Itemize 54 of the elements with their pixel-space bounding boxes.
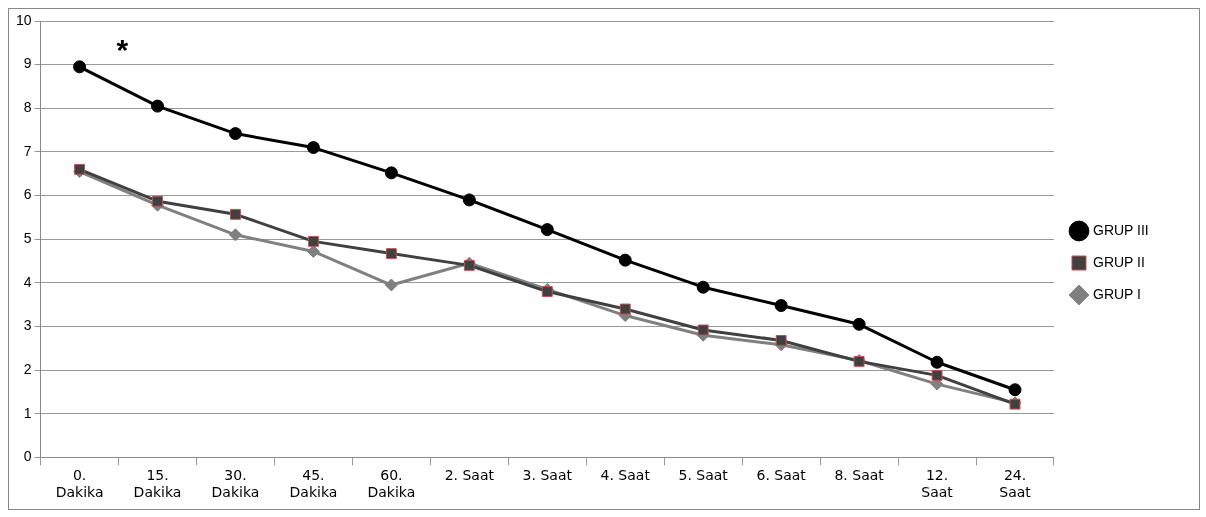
point xyxy=(384,278,398,292)
x-tick-label: 60. Dakika xyxy=(367,467,416,501)
x-tick-label: 8. Saat xyxy=(834,467,885,484)
y-tick-label: 6 xyxy=(23,186,32,203)
legend-label: GRUP I xyxy=(1092,285,1141,302)
point xyxy=(540,223,554,237)
y-tick-label: 5 xyxy=(23,230,32,247)
y-tick-label: 1 xyxy=(23,404,32,421)
point xyxy=(775,335,787,346)
x-tick-label: 15. Dakika xyxy=(133,467,182,501)
point xyxy=(73,60,87,74)
point xyxy=(152,195,163,207)
point xyxy=(930,355,944,369)
x-tick-label: 6. Saat xyxy=(756,467,807,484)
point xyxy=(306,141,320,155)
y-tick-label: 4 xyxy=(23,273,32,290)
legend-label: GRUP III xyxy=(1092,221,1149,238)
point xyxy=(541,286,553,298)
point xyxy=(306,244,320,258)
x-tick-label: 4. Saat xyxy=(600,467,651,484)
point xyxy=(618,253,632,267)
y-tick-label: 2 xyxy=(23,360,32,377)
point xyxy=(774,299,788,313)
point xyxy=(228,127,242,141)
point xyxy=(931,369,943,381)
x-tick-label: 5. Saat xyxy=(678,467,729,484)
point xyxy=(228,228,242,242)
x-tick-label: 12. Saat xyxy=(921,467,954,501)
point xyxy=(852,317,866,331)
x-tick-label: 30. Dakika xyxy=(211,467,260,501)
legend-label: GRUP II xyxy=(1092,253,1145,270)
y-tick-label: 10 xyxy=(15,11,32,28)
point xyxy=(74,163,85,175)
y-tick-label: 8 xyxy=(23,99,32,116)
y-tick-label: 7 xyxy=(23,142,32,159)
point xyxy=(1008,383,1022,397)
point xyxy=(385,248,397,260)
point xyxy=(462,193,476,207)
annotation: * xyxy=(116,33,129,67)
point xyxy=(307,235,319,247)
x-tick-label: 45. Dakika xyxy=(289,467,338,501)
point xyxy=(697,324,709,336)
point xyxy=(619,303,631,315)
y-tick-label: 0 xyxy=(23,448,32,465)
x-tick-label: 3. Saat xyxy=(522,467,573,484)
point xyxy=(151,99,165,113)
x-tick-label: 24. Saat xyxy=(999,467,1032,501)
x-tick-label: 2. Saat xyxy=(444,467,495,484)
point xyxy=(696,280,710,294)
point xyxy=(384,166,398,180)
y-tick-label: 9 xyxy=(23,55,32,72)
y-tick-label: 3 xyxy=(23,317,32,334)
point xyxy=(230,208,241,220)
x-tick-label: 0. Dakika xyxy=(55,467,104,501)
